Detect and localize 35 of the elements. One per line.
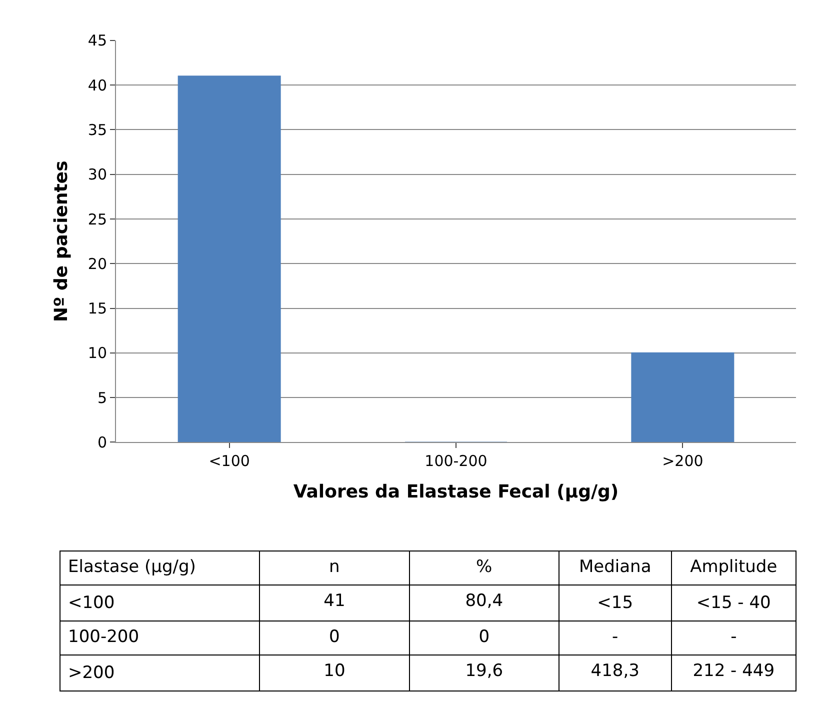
text: 19,6	[465, 660, 504, 681]
y-tick-label: 45	[88, 32, 107, 50]
category-label: %	[476, 556, 492, 577]
text: >200	[68, 663, 115, 684]
category-label: Elastase (µg/g)	[68, 556, 196, 577]
text: 10	[324, 660, 346, 681]
text: 80,4	[465, 590, 504, 611]
y-tick-label: 40	[88, 76, 107, 94]
text: -	[730, 626, 737, 647]
text: <15 - 40	[696, 593, 771, 614]
text: 418,3	[590, 660, 640, 681]
y-tick-label: 25	[88, 210, 107, 228]
text: <100	[68, 593, 115, 614]
text: 212 - 449	[692, 660, 775, 681]
text: <15	[597, 593, 634, 614]
y-tick-label: 35	[88, 120, 107, 139]
y-tick-label: 30	[88, 166, 107, 184]
category-label: Amplitude	[690, 556, 778, 577]
y-tick-label: 10	[88, 344, 107, 362]
category-label: Mediana	[578, 556, 652, 577]
category-label: n	[329, 556, 340, 577]
x-tick-label: >200	[662, 452, 704, 470]
text: 41	[324, 590, 346, 611]
text: -	[612, 626, 618, 647]
y-tick-label: 5	[97, 388, 107, 407]
text: 100-200	[68, 626, 140, 647]
y-tick-label: 20	[88, 254, 107, 273]
x-axis-title: Valores da Elastase Fecal (µg/g)	[293, 481, 619, 502]
x-tick-label: 100-200	[424, 452, 488, 470]
y-tick-label: 0	[97, 433, 107, 452]
text: 0	[478, 626, 490, 647]
x-tick-label: <100	[208, 452, 250, 470]
y-tick-label: 15	[88, 300, 107, 318]
y-axis-title: Nº de pacientes	[51, 160, 72, 322]
text: 0	[329, 626, 340, 647]
